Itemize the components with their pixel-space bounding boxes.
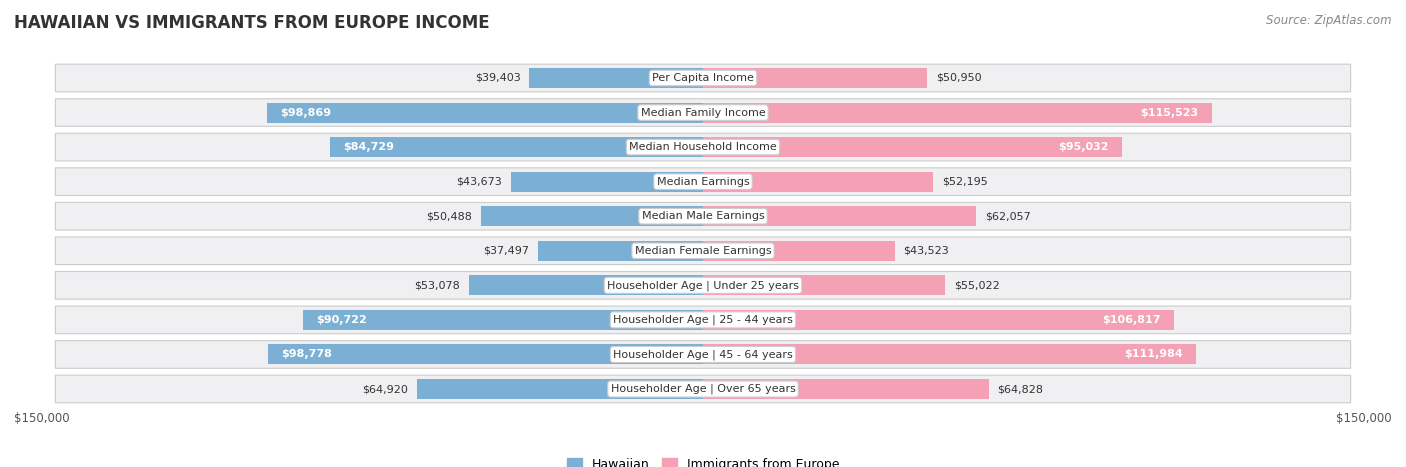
Text: $39,403: $39,403 (475, 73, 520, 83)
FancyBboxPatch shape (55, 237, 1351, 265)
Text: $52,195: $52,195 (942, 177, 987, 187)
Text: Median Family Income: Median Family Income (641, 107, 765, 118)
FancyBboxPatch shape (55, 271, 1351, 299)
Bar (703, 206, 976, 226)
Text: Householder Age | 25 - 44 years: Householder Age | 25 - 44 years (613, 315, 793, 325)
Bar (330, 137, 703, 157)
Text: HAWAIIAN VS IMMIGRANTS FROM EUROPE INCOME: HAWAIIAN VS IMMIGRANTS FROM EUROPE INCOM… (14, 14, 489, 32)
Text: $98,778: $98,778 (281, 349, 332, 360)
Bar (703, 345, 1197, 364)
Text: $111,984: $111,984 (1125, 349, 1182, 360)
Bar (538, 241, 703, 261)
Bar (703, 103, 1212, 122)
Legend: Hawaiian, Immigrants from Europe: Hawaiian, Immigrants from Europe (561, 453, 845, 467)
Text: $106,817: $106,817 (1102, 315, 1160, 325)
Bar (703, 172, 934, 191)
Bar (304, 310, 703, 330)
Text: Per Capita Income: Per Capita Income (652, 73, 754, 83)
Bar (703, 137, 1122, 157)
Bar (703, 241, 894, 261)
Bar (703, 68, 928, 88)
Bar (481, 206, 703, 226)
FancyBboxPatch shape (55, 306, 1351, 334)
Text: Median Household Income: Median Household Income (628, 142, 778, 152)
FancyBboxPatch shape (55, 375, 1351, 403)
Text: Median Male Earnings: Median Male Earnings (641, 211, 765, 221)
FancyBboxPatch shape (55, 202, 1351, 230)
Text: $53,078: $53,078 (415, 280, 460, 290)
FancyBboxPatch shape (55, 168, 1351, 196)
Text: $62,057: $62,057 (986, 211, 1031, 221)
Text: Householder Age | 45 - 64 years: Householder Age | 45 - 64 years (613, 349, 793, 360)
FancyBboxPatch shape (55, 340, 1351, 368)
Text: $43,523: $43,523 (904, 246, 949, 256)
Text: $43,673: $43,673 (456, 177, 502, 187)
Text: Householder Age | Over 65 years: Householder Age | Over 65 years (610, 384, 796, 394)
Bar (703, 276, 945, 295)
Text: $37,497: $37,497 (484, 246, 529, 256)
Text: $64,920: $64,920 (363, 384, 408, 394)
FancyBboxPatch shape (55, 64, 1351, 92)
Text: $50,950: $50,950 (936, 73, 981, 83)
Text: $50,488: $50,488 (426, 211, 472, 221)
Text: Median Earnings: Median Earnings (657, 177, 749, 187)
Bar (530, 68, 703, 88)
Text: Source: ZipAtlas.com: Source: ZipAtlas.com (1267, 14, 1392, 27)
Bar (703, 310, 1174, 330)
Bar (267, 345, 703, 364)
Text: $84,729: $84,729 (343, 142, 394, 152)
Text: $64,828: $64,828 (997, 384, 1043, 394)
Text: $95,032: $95,032 (1057, 142, 1108, 152)
Text: $90,722: $90,722 (316, 315, 367, 325)
FancyBboxPatch shape (55, 133, 1351, 161)
Bar (470, 276, 703, 295)
Bar (703, 379, 988, 399)
Text: Median Female Earnings: Median Female Earnings (634, 246, 772, 256)
Text: Householder Age | Under 25 years: Householder Age | Under 25 years (607, 280, 799, 290)
Text: $55,022: $55,022 (955, 280, 1000, 290)
Bar (510, 172, 703, 191)
Text: $98,869: $98,869 (281, 107, 332, 118)
Bar (267, 103, 703, 122)
Bar (418, 379, 703, 399)
FancyBboxPatch shape (55, 99, 1351, 127)
Text: $115,523: $115,523 (1140, 107, 1199, 118)
